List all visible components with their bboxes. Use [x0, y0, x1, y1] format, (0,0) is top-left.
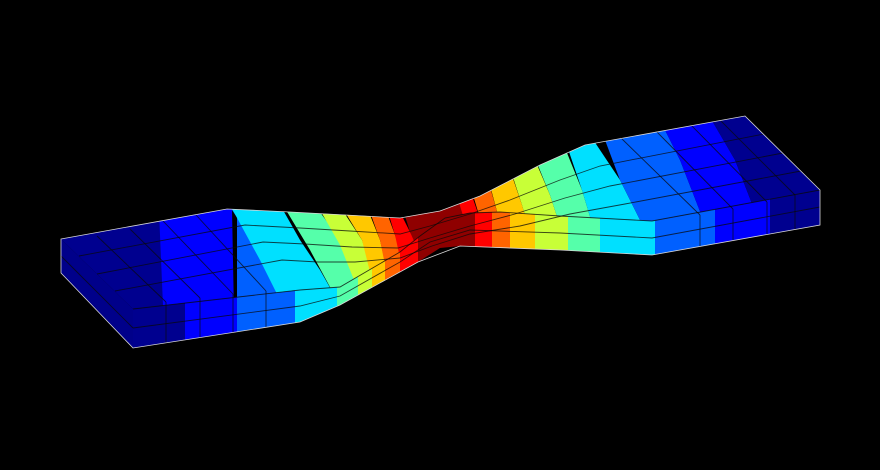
band-level-7 — [345, 212, 385, 280]
front-band-7 — [372, 190, 385, 348]
band-level-8 — [370, 212, 400, 265]
front-band-5 — [337, 190, 358, 348]
mesh-grid — [60, 119, 821, 343]
band-level-1 — [61, 116, 185, 309]
band-level-5 — [283, 205, 358, 300]
specimen-outline — [60, 115, 821, 349]
front-band-2 — [185, 190, 237, 348]
left-end-face — [61, 239, 133, 348]
front-band-4 — [295, 190, 337, 348]
front-band-6 — [358, 190, 372, 348]
front-band-8 — [385, 190, 400, 348]
front-band-1 — [133, 190, 185, 348]
front-band-9 — [400, 190, 418, 348]
front-band-10 — [418, 190, 475, 348]
